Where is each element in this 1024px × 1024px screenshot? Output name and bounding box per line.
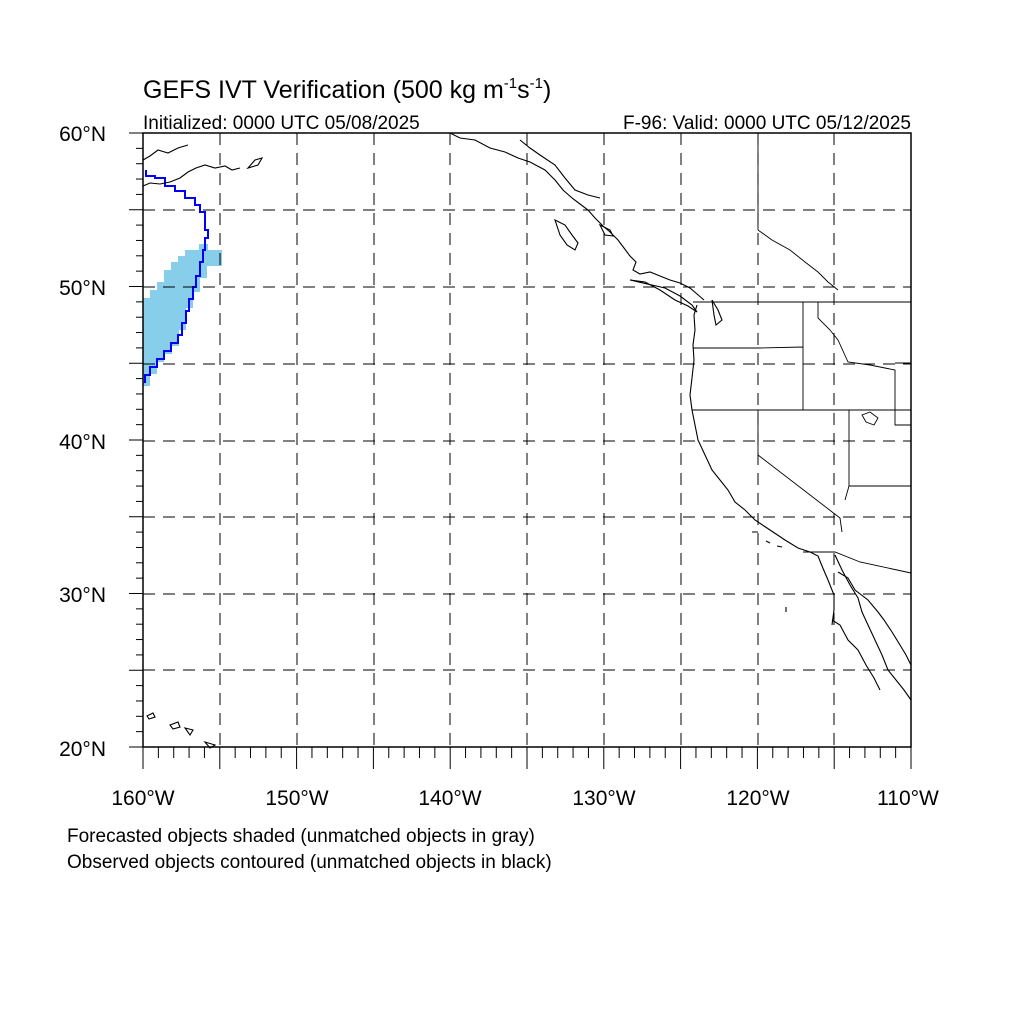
latitude-labels: 60°N 50°N 40°N 30°N 20°N bbox=[59, 123, 106, 761]
lon-label-110w: 110°W bbox=[877, 787, 939, 810]
gridlines bbox=[143, 133, 911, 747]
lat-label-30: 30°N bbox=[59, 584, 106, 607]
coastlines bbox=[142, 132, 912, 749]
lat-label-40: 40°N bbox=[59, 431, 106, 454]
longitude-labels: 160°W 150°W 140°W 130°W 120°W 110°W bbox=[111, 787, 939, 810]
lon-label-160w: 160°W bbox=[111, 787, 174, 810]
lat-label-20: 20°N bbox=[59, 738, 106, 761]
observed-legend-note: Observed objects contoured (unmatched ob… bbox=[67, 852, 552, 873]
valid-time-label: F-96: Valid: 0000 UTC 05/12/2025 bbox=[623, 113, 911, 134]
lon-label-150w: 150°W bbox=[265, 787, 328, 810]
lon-label-130w: 130°W bbox=[572, 787, 635, 810]
state-borders bbox=[692, 133, 912, 574]
lat-label-50: 50°N bbox=[59, 277, 106, 300]
observed-object-contour bbox=[144, 170, 209, 383]
axis-ticks bbox=[129, 132, 912, 769]
map-title: GEFS IVT Verification (500 kg m-1s-1) bbox=[143, 75, 551, 104]
initialized-label: Initialized: 0000 UTC 05/08/2025 bbox=[143, 113, 420, 134]
lat-label-60: 60°N bbox=[59, 123, 106, 146]
lon-label-140w: 140°W bbox=[418, 787, 481, 810]
forecast-object-shading bbox=[143, 244, 222, 397]
forecast-legend-note: Forecasted objects shaded (unmatched obj… bbox=[67, 826, 535, 847]
lon-label-120w: 120°W bbox=[726, 787, 789, 810]
